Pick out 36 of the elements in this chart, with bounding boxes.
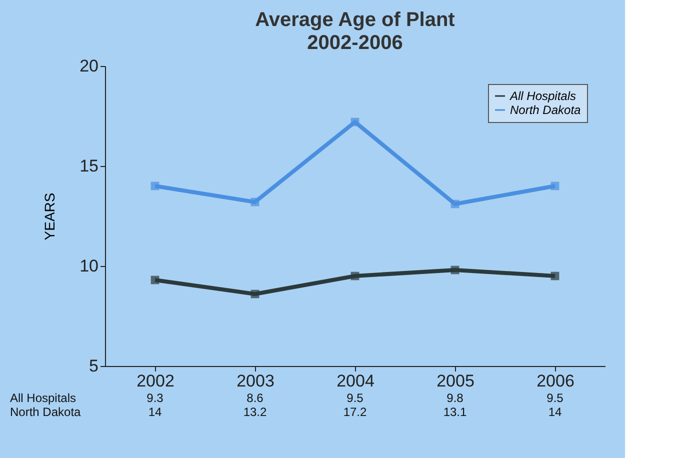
data-label: 13.2	[243, 405, 267, 419]
data-label: 9.8	[446, 391, 464, 405]
point	[550, 272, 560, 280]
x-tick-label: 2005	[436, 372, 474, 390]
x-tick-label: 2003	[236, 372, 274, 390]
data-label: 14	[548, 405, 562, 419]
data-label: 9.3	[146, 391, 164, 405]
text: North Dakota	[10, 405, 81, 419]
x-tick-label: 2006	[536, 372, 574, 390]
text: All Hospitals	[10, 391, 76, 405]
point	[250, 290, 260, 298]
point	[150, 182, 160, 190]
y-tick-label: 15	[80, 156, 98, 176]
y-tick-label: 5	[89, 356, 98, 376]
data-label: 9.5	[546, 391, 564, 405]
point	[550, 182, 560, 190]
chart-subtitle: 2002-2006	[307, 32, 403, 54]
point	[350, 272, 360, 280]
point	[450, 200, 460, 208]
point	[150, 276, 160, 284]
data-label: 14	[148, 405, 162, 419]
point	[350, 118, 360, 126]
data-label: 8.6	[246, 391, 264, 405]
x-tick-label: 2002	[136, 372, 174, 390]
y-tick-label: 10	[80, 256, 98, 276]
point	[250, 198, 260, 206]
legend-label: North Dakota	[510, 103, 582, 117]
data-label: 17.2	[343, 405, 367, 419]
legend-label: All Hospitals	[509, 89, 576, 103]
x-tick-label: 2004	[336, 372, 374, 390]
data-label: 9.5	[346, 391, 364, 405]
point	[450, 266, 460, 274]
chart-title: Average Age of Plant	[255, 9, 456, 31]
y-axis-title: YEARS	[42, 192, 58, 240]
data-label: 13.1	[443, 405, 467, 419]
y-tick-label: 20	[80, 56, 98, 76]
